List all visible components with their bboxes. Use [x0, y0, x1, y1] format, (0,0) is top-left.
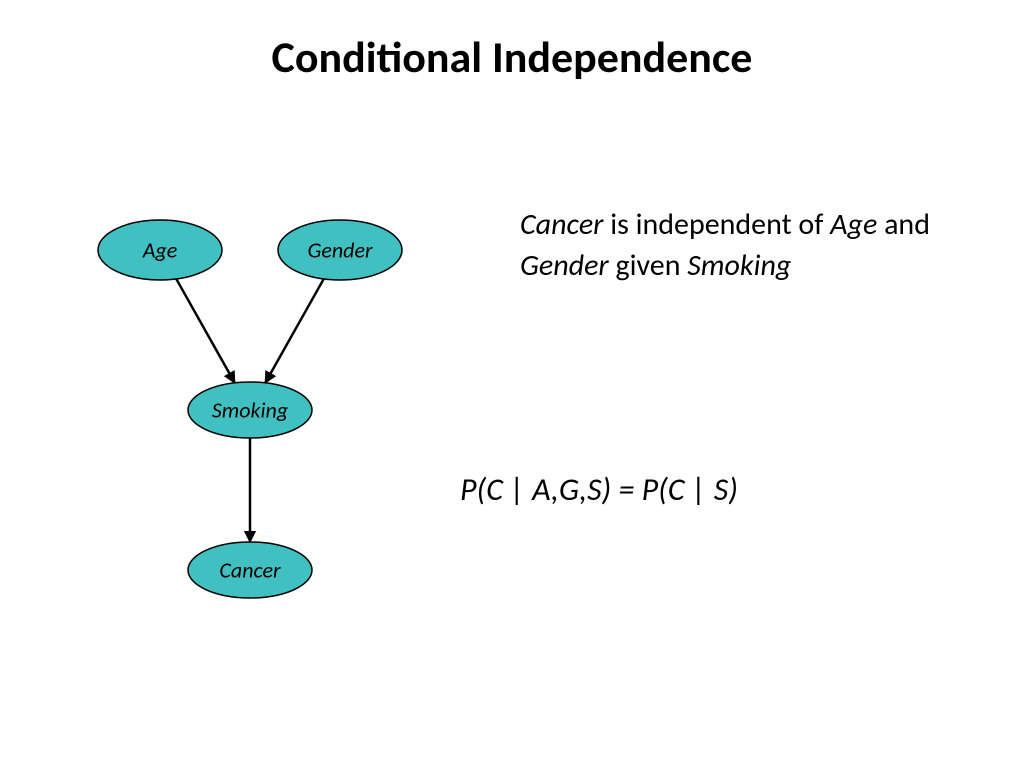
node-cancer: Cancer [188, 542, 312, 598]
description-segment: given [609, 247, 688, 284]
edge-gender-smoking [265, 279, 323, 383]
node-smoking: Smoking [188, 382, 312, 438]
node-gender: Gender [278, 220, 402, 280]
node-label-gender: Gender [307, 237, 373, 264]
node-age: Age [98, 220, 222, 280]
description-segment: Smoking [687, 247, 791, 284]
probability-formula: P(C | A,G,S) = P(C | S) [460, 470, 738, 509]
description-segment: Gender [520, 247, 609, 284]
node-label-cancer: Cancer [219, 557, 281, 584]
slide: Conditional Independence Age Gender Smokin… [0, 0, 1024, 768]
bayes-net-diagram: Age Gender Smoking Cancer [80, 210, 440, 630]
description-text: Cancer is independent of Age and Gender … [520, 205, 980, 286]
node-label-smoking: Smoking [212, 397, 289, 424]
description-segment: Age [830, 206, 877, 243]
description-segment: is independent of [603, 206, 830, 243]
description-segment: Cancer [520, 206, 603, 243]
edge-age-smoking [176, 279, 234, 383]
description-segment: and [877, 206, 930, 243]
page-title: Conditional Independence [0, 30, 1024, 84]
node-label-age: Age [142, 237, 178, 264]
